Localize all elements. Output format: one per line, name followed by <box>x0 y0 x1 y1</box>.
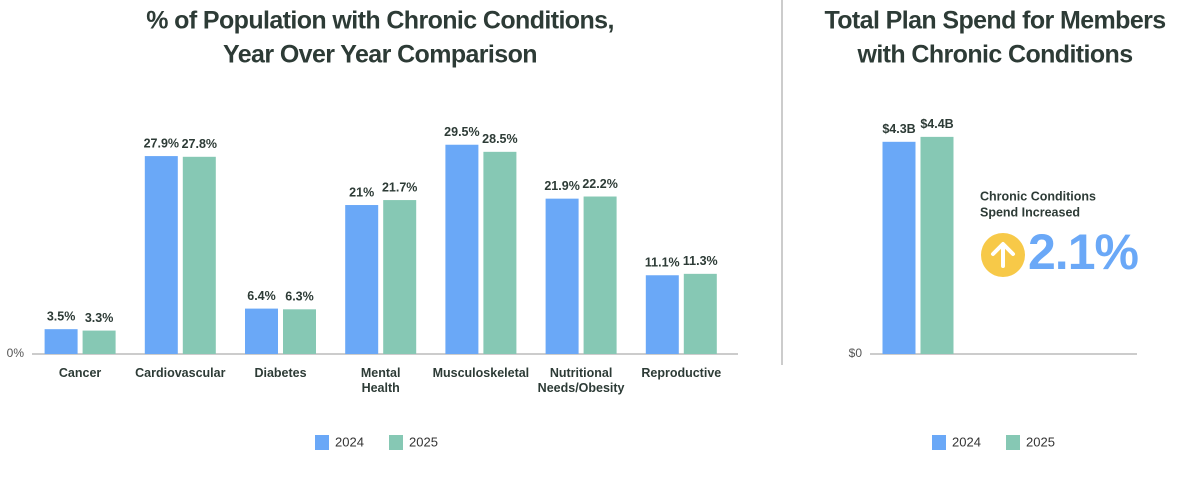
annotation: Spend Increased <box>980 205 1080 219</box>
annotation-value: 2.1% <box>1028 224 1139 280</box>
bar <box>283 309 316 354</box>
value-label: 27.8% <box>182 137 217 151</box>
value-label: 11.3% <box>683 254 718 268</box>
legend-swatch <box>1006 435 1020 450</box>
x-tick-label: Cardiovascular <box>135 366 226 380</box>
bar <box>383 200 417 354</box>
y-tick-label: 0% <box>7 346 25 360</box>
value-label: 6.4% <box>247 289 276 303</box>
bar <box>545 198 579 354</box>
x-tick-label-box: Musculoskeletal <box>432 366 530 380</box>
x-tick-label: Reproductive <box>641 366 722 380</box>
legend-label: 2024 <box>952 434 981 449</box>
x-tick-label-box: Mental Health <box>360 366 401 395</box>
value-label: 3.5% <box>47 309 76 323</box>
bar <box>245 308 278 354</box>
bar <box>483 151 517 354</box>
x-tick-label-box: Cancer <box>58 366 102 380</box>
legend-swatch <box>932 435 946 450</box>
value-label: 3.3% <box>85 311 114 325</box>
bar <box>144 156 178 354</box>
bar <box>82 330 116 354</box>
increase-icon <box>981 233 1025 277</box>
bar <box>683 273 717 354</box>
bar <box>44 329 78 354</box>
value-label: 6.3% <box>285 290 314 304</box>
x-tick-label-box: Diabetes <box>254 366 307 380</box>
legend-swatch <box>315 435 329 450</box>
legend-swatch <box>389 435 403 450</box>
x-tick-label-box: Nutritional Needs/Obesity <box>537 366 625 395</box>
x-tick-label: Nutritional Needs/Obesity <box>537 366 625 395</box>
x-tick-label-box: Cardiovascular <box>135 366 226 380</box>
annotation: Chronic Conditions <box>980 189 1096 203</box>
value-label: 21.9% <box>544 179 579 193</box>
x-tick-label: Musculoskeletal <box>432 366 530 380</box>
bar <box>645 275 679 354</box>
chart-title: Year Over Year Comparison <box>223 41 537 69</box>
value-label: $4.3B <box>882 122 915 136</box>
bar <box>920 136 954 354</box>
bar <box>882 141 916 354</box>
bar <box>583 196 617 354</box>
legend-label: 2025 <box>409 434 438 449</box>
value-label: 27.9% <box>144 136 179 150</box>
value-label: 29.5% <box>444 125 479 139</box>
y-tick-label: $0 <box>849 346 863 360</box>
value-label: 28.5% <box>482 132 517 146</box>
legend-label: 2024 <box>335 434 364 449</box>
bar <box>182 156 216 354</box>
x-tick-label: Mental Health <box>360 366 401 395</box>
x-tick-label: Diabetes <box>254 366 307 380</box>
x-tick-label: Cancer <box>58 366 102 380</box>
chart-title: Total Plan Spend for Members <box>824 7 1165 35</box>
chart-title: with Chronic Conditions <box>856 41 1132 69</box>
value-label: 21% <box>349 185 374 199</box>
legend-label: 2025 <box>1026 434 1055 449</box>
value-label: $4.4B <box>920 117 953 131</box>
x-tick-label-box: Reproductive <box>641 366 722 380</box>
bar <box>445 144 479 354</box>
value-label: 11.1% <box>645 256 680 270</box>
chart-title: % of Population with Chronic Conditions, <box>146 7 614 35</box>
bar <box>345 205 379 354</box>
value-label: 21.7% <box>382 180 417 194</box>
value-label: 22.2% <box>582 177 617 191</box>
